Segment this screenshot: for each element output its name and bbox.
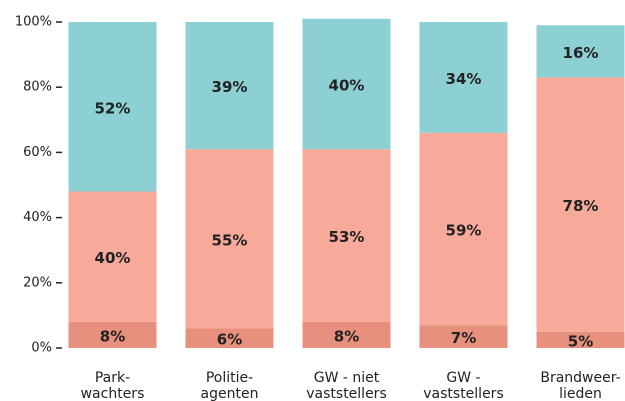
bar-segment bbox=[302, 149, 391, 322]
value-label: 40% bbox=[329, 76, 365, 94]
bar-segment bbox=[536, 331, 625, 348]
value-label: 59% bbox=[446, 222, 482, 240]
value-label: 34% bbox=[446, 70, 482, 88]
y-tick-label: 60% bbox=[23, 145, 52, 160]
value-label: 52% bbox=[95, 99, 131, 117]
bar-segment bbox=[68, 191, 157, 322]
bar-segment bbox=[68, 22, 157, 192]
bar-segment bbox=[419, 132, 508, 326]
bar-segment bbox=[185, 328, 274, 348]
value-label: 6% bbox=[217, 331, 242, 349]
bar-segment bbox=[185, 22, 274, 150]
bar-segment bbox=[68, 321, 157, 348]
value-label: 55% bbox=[212, 231, 248, 249]
value-label: 5% bbox=[568, 332, 593, 350]
x-tick-label: Brandweer-lieden bbox=[540, 370, 620, 401]
y-tick-label: 40% bbox=[23, 210, 52, 225]
y-tick-label: 80% bbox=[23, 80, 52, 95]
x-tick-label: GW -vaststellers bbox=[423, 370, 504, 401]
x-tick-label: Park-wachters bbox=[81, 370, 145, 401]
bar-segment bbox=[302, 18, 391, 150]
value-label: 16% bbox=[563, 44, 599, 62]
x-tick-label: GW - niet vaststellers bbox=[306, 370, 387, 401]
bar-segment bbox=[536, 77, 625, 332]
value-label: 53% bbox=[329, 228, 365, 246]
value-label: 8% bbox=[334, 327, 359, 345]
x-tick-label: Politie-agenten bbox=[201, 370, 259, 401]
y-tick-label: 20% bbox=[23, 275, 52, 290]
bar-segment bbox=[302, 321, 391, 348]
y-tick-label: 0% bbox=[31, 341, 52, 356]
value-label: 7% bbox=[451, 329, 476, 347]
value-label: 8% bbox=[100, 327, 125, 345]
value-label: 39% bbox=[212, 78, 248, 96]
bar-segment bbox=[419, 22, 508, 133]
bar-segment bbox=[419, 325, 508, 348]
bar-segment bbox=[185, 149, 274, 329]
y-tick-label: 100% bbox=[15, 15, 52, 30]
bar-segment bbox=[536, 25, 625, 78]
value-label: 40% bbox=[95, 249, 131, 267]
value-label: 78% bbox=[563, 197, 599, 215]
